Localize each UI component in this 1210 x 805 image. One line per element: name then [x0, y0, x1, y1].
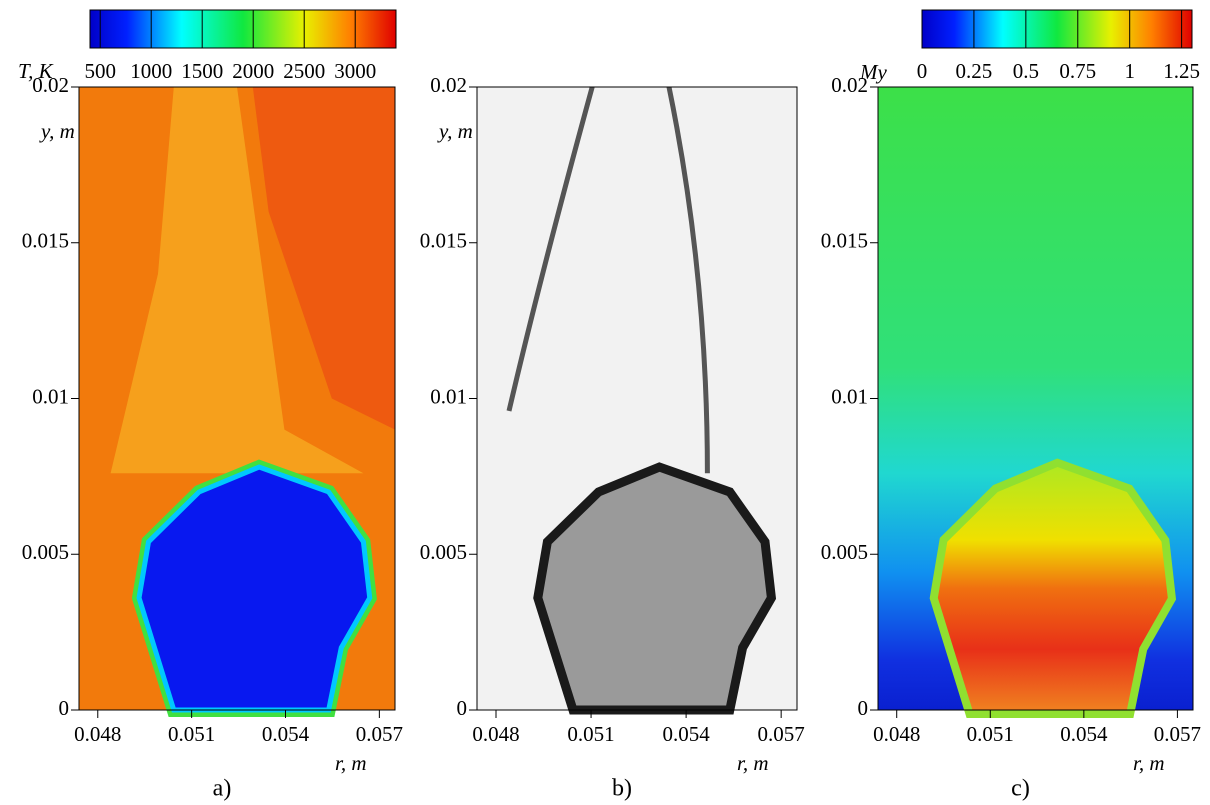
droplet [136, 464, 373, 713]
y-axis-label: y, m [39, 119, 75, 143]
x-axis-label: r, m [737, 751, 769, 775]
colorbar-tick-label: 0.75 [1059, 59, 1096, 83]
droplet [937, 467, 1168, 710]
jet-line [666, 86, 710, 474]
x-tick-label: 0.057 [758, 722, 805, 746]
y-tick-label: 0.005 [821, 540, 868, 564]
x-tick-label: 0.048 [472, 722, 519, 746]
y-tick-label: 0 [858, 696, 869, 720]
y-tick-label: 0.02 [430, 73, 467, 97]
y-tick-label: 0.02 [831, 73, 868, 97]
panel-label: c) [1011, 776, 1030, 802]
colorbar-tick-label: 1500 [181, 59, 223, 83]
y-axis-label: y, m [437, 119, 473, 143]
y-tick-label: 0.01 [430, 384, 467, 408]
y-tick-label: 0.005 [420, 540, 467, 564]
y-tick-label: 0.005 [22, 540, 69, 564]
colorbar-tick-label: 500 [84, 59, 116, 83]
x-axis-label: r, m [335, 751, 367, 775]
colorbar-tick-label: 0.5 [1013, 59, 1039, 83]
colorbar-tick-label: 0.25 [956, 59, 993, 83]
colorbar [89, 9, 397, 49]
x-tick-label: 0.054 [1060, 722, 1108, 746]
y-tick-label: 0.02 [32, 73, 69, 97]
x-tick-label: 0.054 [262, 722, 310, 746]
x-tick-label: 0.051 [967, 722, 1014, 746]
x-tick-label: 0.054 [662, 722, 710, 746]
x-tick-label: 0.051 [567, 722, 614, 746]
x-axis-label: r, m [1133, 751, 1165, 775]
y-tick-label: 0.01 [32, 384, 69, 408]
y-tick-label: 0.015 [821, 229, 868, 253]
colorbar-tick-label: 1.25 [1163, 59, 1200, 83]
jet-line [506, 86, 595, 412]
colorbar-tick-label: 3000 [334, 59, 376, 83]
field [78, 86, 396, 717]
panel-label: b) [612, 776, 632, 802]
field [476, 86, 798, 715]
x-tick-label: 0.057 [356, 722, 403, 746]
x-tick-label: 0.057 [1154, 722, 1201, 746]
y-tick-label: 0.015 [22, 229, 69, 253]
y-tick-label: 0.015 [420, 229, 467, 253]
x-tick-label: 0.048 [74, 722, 121, 746]
colorbar-tick-label: 1000 [130, 59, 172, 83]
field [877, 86, 1194, 718]
x-tick-label: 0.051 [168, 722, 215, 746]
colorbar-tick-label: 2000 [232, 59, 274, 83]
x-tick-label: 0.048 [873, 722, 920, 746]
colorbar-tick-label: 0 [917, 59, 928, 83]
hot-region [252, 87, 395, 430]
colorbar [921, 9, 1193, 49]
colorbar-label: My [859, 60, 887, 84]
y-tick-label: 0.01 [831, 384, 868, 408]
y-tick-label: 0 [457, 696, 468, 720]
y-tick-label: 0 [59, 696, 70, 720]
colorbar-tick-label: 2500 [283, 59, 325, 83]
colorbar-label: T, K [18, 59, 54, 83]
cool-cone [110, 87, 364, 474]
panel-label: a) [213, 776, 232, 802]
droplet [533, 462, 777, 715]
colorbar-tick-label: 1 [1124, 59, 1135, 83]
